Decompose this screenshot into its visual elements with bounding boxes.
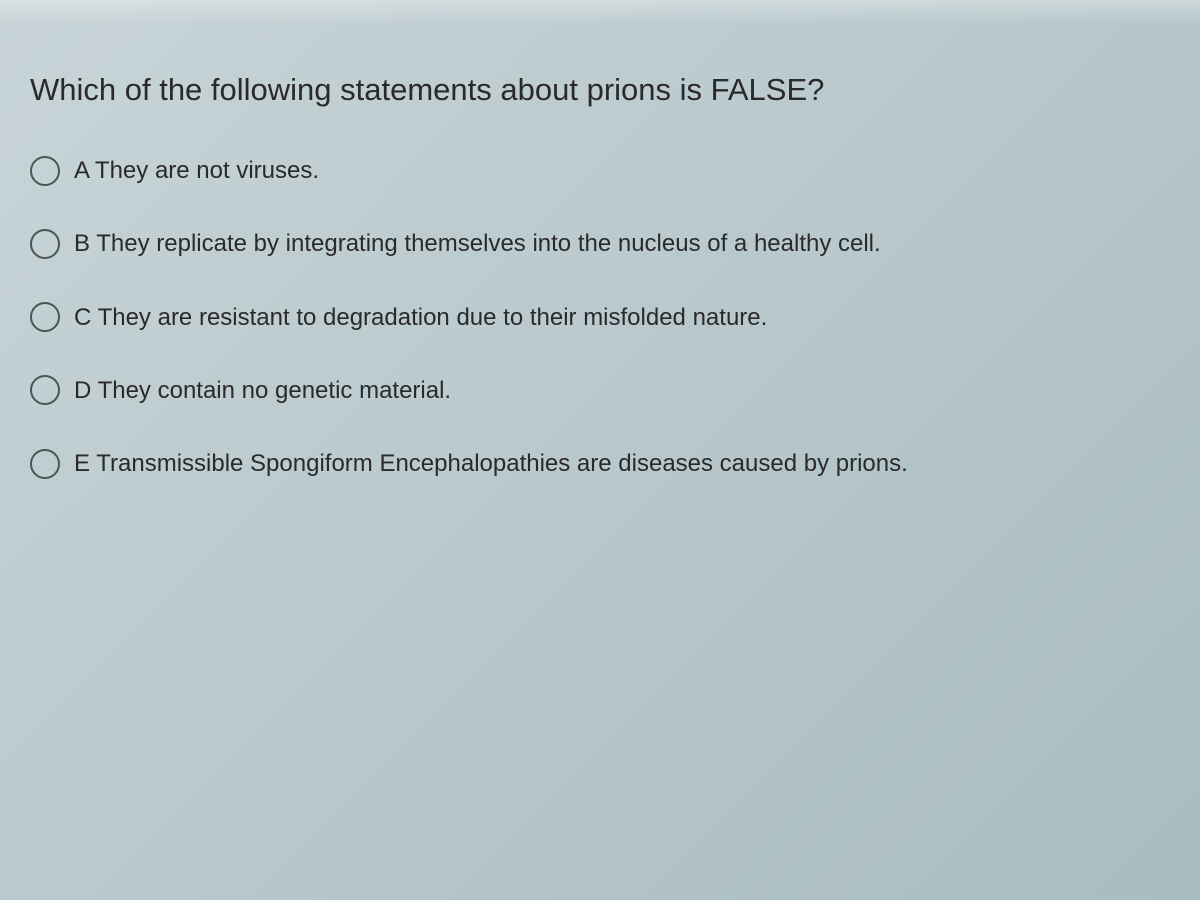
option-e-label: E Transmissible Spongiform Encephalopath…: [74, 448, 908, 479]
radio-icon[interactable]: [30, 229, 60, 259]
option-b-label: B They replicate by integrating themselv…: [74, 228, 881, 259]
option-c[interactable]: C They are resistant to degradation due …: [30, 302, 1170, 333]
option-a[interactable]: A They are not viruses.: [30, 155, 1170, 186]
option-d[interactable]: D They contain no genetic material.: [30, 375, 1170, 406]
radio-icon[interactable]: [30, 302, 60, 332]
option-a-label: A They are not viruses.: [74, 155, 319, 186]
radio-icon[interactable]: [30, 375, 60, 405]
radio-icon[interactable]: [30, 156, 60, 186]
options-list: A They are not viruses. B They replicate…: [30, 155, 1170, 479]
option-d-label: D They contain no genetic material.: [74, 375, 451, 406]
option-b[interactable]: B They replicate by integrating themselv…: [30, 228, 1170, 259]
question-prompt: Which of the following statements about …: [30, 70, 1170, 110]
option-c-label: C They are resistant to degradation due …: [74, 302, 767, 333]
option-e[interactable]: E Transmissible Spongiform Encephalopath…: [30, 448, 1170, 479]
radio-icon[interactable]: [30, 449, 60, 479]
